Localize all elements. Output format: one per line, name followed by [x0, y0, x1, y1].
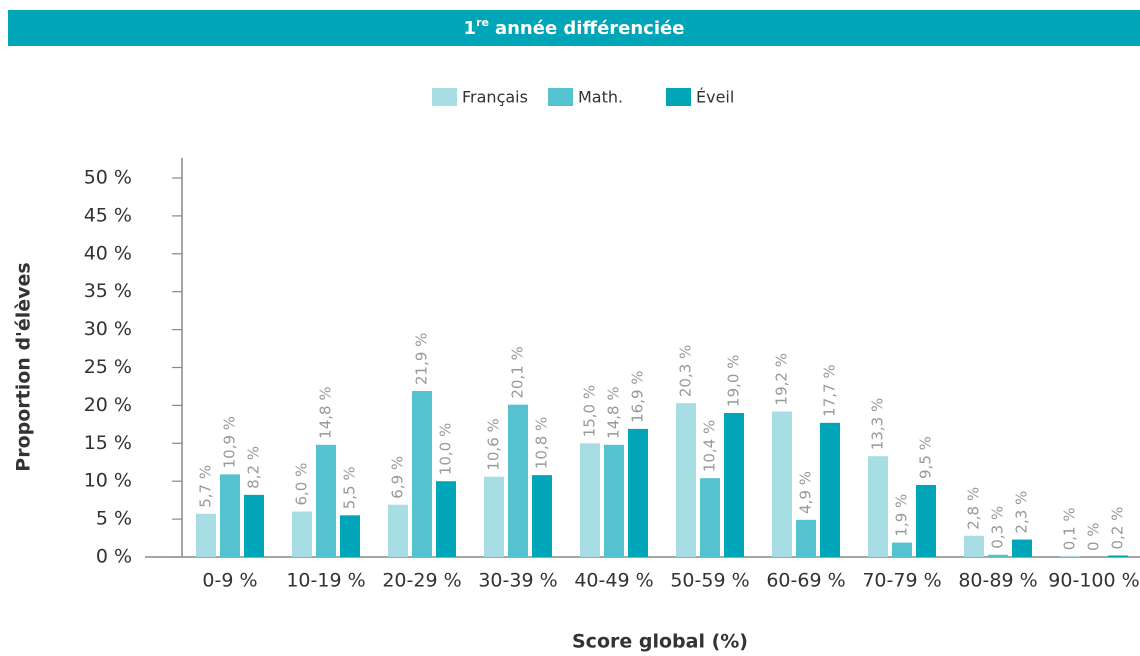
x-tick-label: 10-19 %	[286, 570, 365, 592]
data-label: 4,9 %	[797, 471, 815, 514]
bar	[820, 422, 840, 557]
data-label: 0 %	[1085, 522, 1103, 551]
x-tick-label: 70-79 %	[862, 570, 941, 592]
bar	[316, 444, 336, 557]
bar	[1012, 539, 1032, 557]
data-label: 8,2 %	[245, 446, 263, 489]
legend-label: Français	[462, 88, 528, 107]
bar	[292, 511, 312, 557]
x-tick-label: 50-59 %	[670, 570, 749, 592]
legend-label: Éveil	[696, 88, 734, 107]
bar	[604, 444, 624, 557]
x-tick-label: 60-69 %	[766, 570, 845, 592]
y-tick-label: 40 %	[84, 242, 132, 264]
title-bar	[8, 10, 1140, 46]
x-tick-label: 0-9 %	[202, 570, 257, 592]
data-label: 16,9 %	[629, 370, 647, 422]
data-label: 14,8 %	[317, 386, 335, 438]
bar	[388, 504, 408, 557]
bar	[796, 519, 816, 557]
data-label: 6,0 %	[293, 463, 311, 506]
y-tick-label: 5 %	[96, 508, 132, 530]
data-label: 19,0 %	[725, 355, 743, 407]
y-axis-title: Proportion d'élèves	[13, 262, 35, 471]
x-tick-label: 20-29 %	[382, 570, 461, 592]
title-text: année différenciée	[495, 18, 684, 39]
data-label: 5,7 %	[197, 465, 215, 508]
y-tick-label: 45 %	[84, 204, 132, 226]
data-label: 10,0 %	[437, 423, 455, 475]
bar	[1060, 556, 1080, 557]
bar	[964, 535, 984, 557]
data-label: 6,9 %	[389, 456, 407, 499]
data-label: 14,8 %	[605, 386, 623, 438]
bar	[1108, 555, 1128, 557]
bar	[724, 412, 744, 557]
data-label: 0,2 %	[1109, 507, 1127, 550]
data-label: 2,8 %	[965, 487, 983, 530]
y-tick-label: 25 %	[84, 356, 132, 378]
data-label: 10,6 %	[485, 418, 503, 470]
data-label: 5,5 %	[341, 466, 359, 509]
y-tick-label: 0 %	[96, 546, 132, 568]
legend-swatch	[432, 88, 457, 106]
x-tick-label: 30-39 %	[478, 570, 557, 592]
data-label: 10,8 %	[533, 417, 551, 469]
bar	[892, 542, 912, 557]
x-axis-title: Score global (%)	[572, 631, 748, 653]
bar	[220, 474, 240, 557]
data-label: 9,5 %	[917, 436, 935, 479]
data-label: 1,9 %	[893, 494, 911, 537]
data-label: 19,2 %	[773, 353, 791, 405]
bar	[676, 403, 696, 557]
data-label: 20,3 %	[677, 345, 695, 397]
data-label: 15,0 %	[581, 385, 599, 437]
bar	[340, 515, 360, 557]
bar	[484, 476, 504, 557]
x-tick-label: 40-49 %	[574, 570, 653, 592]
bar	[436, 481, 456, 557]
legend-swatch	[548, 88, 573, 106]
data-label: 10,9 %	[221, 416, 239, 468]
bar	[700, 478, 720, 557]
bar	[412, 390, 432, 557]
bar	[772, 411, 792, 557]
bar	[868, 456, 888, 557]
data-label: 13,3 %	[869, 398, 887, 450]
y-tick-label: 10 %	[84, 470, 132, 492]
legend-label: Math.	[578, 88, 623, 107]
legend-swatch	[666, 88, 691, 106]
bar	[988, 554, 1008, 557]
chart-title: 1re année différenciée	[464, 16, 685, 39]
title-superscript: re	[476, 16, 489, 29]
data-label: 21,9 %	[413, 333, 431, 385]
title-number: 1	[464, 18, 477, 39]
x-tick-label: 90-100 %	[1048, 570, 1139, 592]
bar	[508, 404, 528, 557]
y-tick-label: 15 %	[84, 432, 132, 454]
x-tick-label: 80-89 %	[958, 570, 1037, 592]
bar	[916, 484, 936, 557]
bar	[532, 475, 552, 557]
y-tick-label: 20 %	[84, 394, 132, 416]
data-label: 0,3 %	[989, 506, 1007, 549]
y-tick-label: 50 %	[84, 167, 132, 189]
data-label: 10,4 %	[701, 420, 719, 472]
bar	[244, 494, 264, 557]
bar	[628, 428, 648, 557]
data-label: 20,1 %	[509, 346, 527, 398]
bar	[580, 443, 600, 557]
data-label: 17,7 %	[821, 364, 839, 416]
data-label: 2,3 %	[1013, 491, 1031, 534]
data-label: 0,1 %	[1061, 507, 1079, 550]
y-tick-label: 30 %	[84, 318, 132, 340]
y-tick-label: 35 %	[84, 280, 132, 302]
bar	[196, 513, 216, 557]
